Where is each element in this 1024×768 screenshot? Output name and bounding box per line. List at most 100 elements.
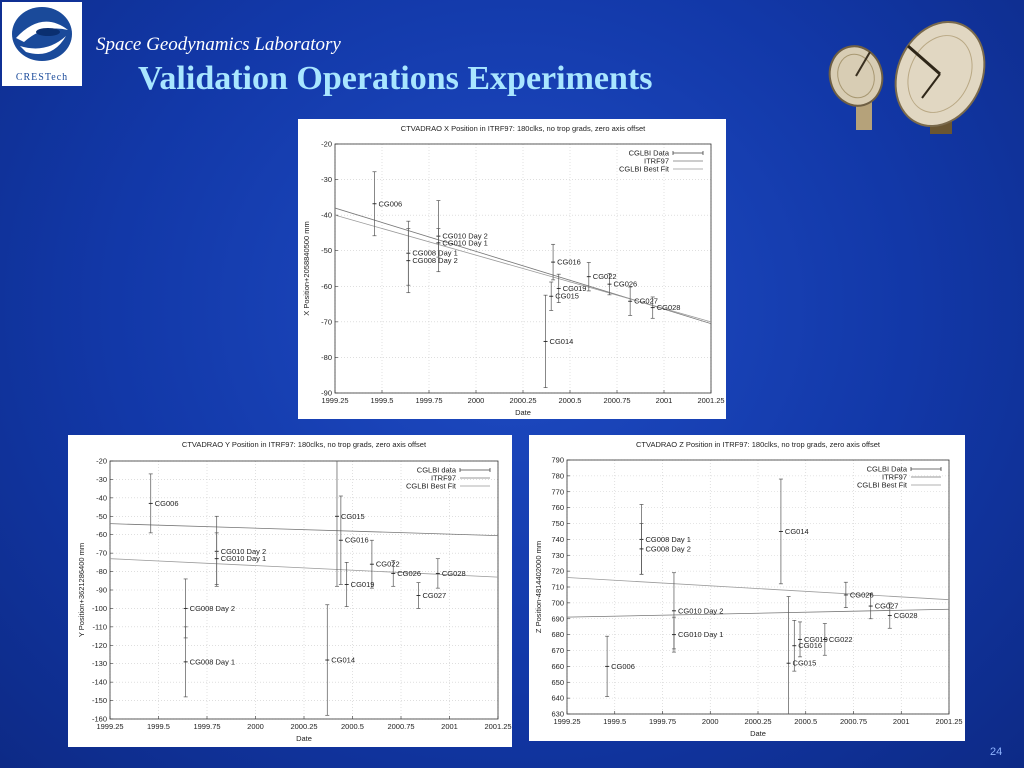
chart-title: CTVADRAO Y Position in ITRF97: 180clks, …	[182, 440, 427, 449]
x-tick-label: 2000.25	[509, 396, 536, 405]
x-tick-label: 2000	[468, 396, 485, 405]
data-label: CG027	[634, 297, 658, 306]
y-tick-label: -90	[96, 586, 107, 595]
data-label: CG022	[593, 272, 617, 281]
x-tick-label: 1999.25	[321, 396, 348, 405]
y-tick-label: -110	[93, 622, 107, 631]
data-label: CG026	[613, 280, 637, 289]
data-label: CG010 Day 2	[678, 606, 723, 615]
data-label: CG010 Day 2	[442, 232, 487, 241]
y-tick-label: -70	[96, 549, 107, 558]
y-tick-label: 730	[551, 551, 564, 560]
data-label: CG026	[397, 569, 421, 578]
data-label: CG028	[894, 611, 918, 620]
z-position-chart: CTVADRAO Z Position in ITRF97: 180clks, …	[534, 440, 963, 738]
y-tick-label: 740	[551, 535, 564, 544]
y-tick-label: 640	[551, 694, 564, 703]
series-line-itrf97	[567, 608, 949, 618]
data-label: CG008 Day 1	[412, 249, 457, 258]
data-label: CG015	[341, 512, 365, 521]
x-tick-label: 1999.5	[371, 396, 394, 405]
data-label: CG028	[442, 569, 466, 578]
y-tick-label: -120	[92, 641, 107, 650]
plot-area	[567, 478, 949, 714]
series-line-itrf97	[110, 523, 498, 537]
data-label: CG027	[422, 591, 446, 600]
y-axis-label: X Position+2058840500 mm	[302, 221, 311, 315]
data-label: CG010 Day 1	[678, 630, 723, 639]
data-label: CG008 Day 2	[645, 544, 690, 553]
data-label: CG019	[563, 284, 587, 293]
logo-text: CRESTech	[16, 72, 68, 83]
legend-entry: CGLBI data	[417, 466, 457, 475]
plot-frame	[566, 459, 950, 715]
y-tick-label: -100	[92, 604, 107, 613]
y-tick-label: 710	[551, 583, 564, 592]
y-tick-label: 790	[551, 456, 564, 465]
y-tick-label: 720	[551, 567, 564, 576]
data-label: CG014	[550, 337, 574, 346]
data-label: CG016	[798, 641, 822, 650]
y-axis-label: Z Position-4814402000 mm	[534, 541, 543, 633]
y-tick-label: 750	[551, 519, 564, 528]
data-label: CG008 Day 2	[412, 256, 457, 265]
x-tick-label: 1999.75	[649, 717, 676, 726]
chart-title: CTVADRAO Z Position in ITRF97: 180clks, …	[636, 440, 881, 449]
page-title: Validation Operations Experiments	[138, 60, 653, 97]
x-tick-label: 1999.5	[603, 717, 626, 726]
data-label: CG010 Day 2	[221, 547, 266, 556]
data-label: CG028	[657, 303, 681, 312]
y-tick-label: 780	[551, 471, 564, 480]
data-label: CG006	[611, 662, 635, 671]
y-tick-label: -60	[96, 530, 107, 539]
data-label: CG027	[875, 602, 899, 611]
plot-frame	[334, 143, 712, 394]
data-label: CG016	[345, 536, 369, 545]
x-tick-label: 2001	[441, 722, 458, 731]
y-position-chart-panel: CTVADRAO Y Position in ITRF97: 180clks, …	[68, 435, 512, 747]
page-number: 24	[990, 746, 1003, 758]
y-tick-label: -30	[321, 175, 332, 184]
legend-entry: CGLBI Best Fit	[619, 165, 670, 174]
y-tick-label: -90	[321, 389, 332, 398]
data-label: CG015	[555, 292, 579, 301]
x-tick-label: 2000.5	[559, 396, 582, 405]
y-tick-label: -70	[321, 317, 332, 326]
y-tick-label: -80	[321, 353, 332, 362]
data-label: CG008 Day 1	[190, 657, 235, 666]
legend-entry: CGLBI Data	[629, 149, 670, 158]
y-tick-label: -60	[321, 282, 332, 291]
x-tick-label: 2000	[702, 717, 719, 726]
x-position-chart-panel: CTVADRAO X Position in ITRF97: 180clks, …	[298, 119, 726, 419]
x-tick-label: 2001.25	[697, 396, 724, 405]
x-position-chart: CTVADRAO X Position in ITRF97: 180clks, …	[302, 124, 725, 417]
series-line-cglbi-best-fit	[567, 577, 949, 601]
data-label: CG015	[793, 659, 817, 668]
chart-title: CTVADRAO X Position in ITRF97: 180clks, …	[401, 124, 646, 133]
x-tick-label: 2000.75	[840, 717, 867, 726]
data-label: CG006	[378, 199, 402, 208]
y-tick-label: -20	[96, 457, 107, 466]
data-label: CG019	[804, 635, 828, 644]
x-tick-label: 2000.25	[290, 722, 317, 731]
data-label: CG008 Day 1	[645, 535, 690, 544]
x-tick-label: 2001	[893, 717, 910, 726]
y-tick-label: -40	[321, 211, 332, 220]
data-label: CG022	[376, 560, 400, 569]
data-label: CG008 Day 2	[190, 604, 235, 613]
x-axis-label: Date	[296, 734, 312, 743]
y-tick-label: -50	[321, 246, 332, 255]
data-label: CG019	[351, 580, 375, 589]
legend-entry: CGLBI Best Fit	[857, 481, 908, 490]
x-tick-label: 2000.75	[603, 396, 630, 405]
legend-entry: CGLBI Best Fit	[406, 482, 457, 491]
y-tick-label: 680	[551, 630, 564, 639]
data-label: CG016	[557, 258, 581, 267]
x-tick-label: 1999.25	[96, 722, 123, 731]
y-tick-label: -40	[96, 493, 107, 502]
data-label: CG014	[785, 527, 809, 536]
x-tick-label: 1999.75	[193, 722, 220, 731]
z-position-chart-panel: CTVADRAO Z Position in ITRF97: 180clks, …	[529, 435, 965, 741]
y-tick-label: -140	[92, 678, 107, 687]
y-tick-label: -50	[96, 512, 107, 521]
